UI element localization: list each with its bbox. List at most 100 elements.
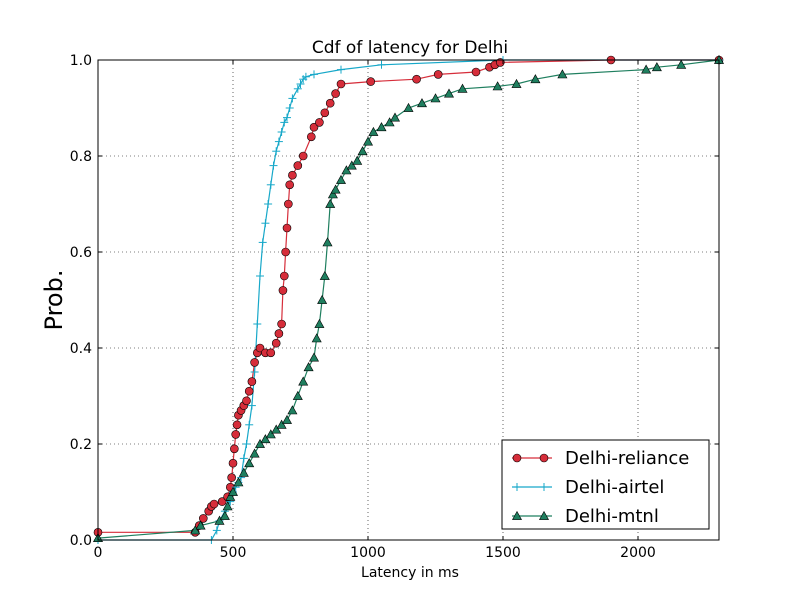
data-point-2 <box>190 525 201 535</box>
data-point-1 <box>283 113 291 122</box>
data-point-1 <box>253 320 262 328</box>
data-point-2 <box>327 189 338 199</box>
data-point-0 <box>232 420 242 430</box>
data-point-2 <box>311 333 322 343</box>
data-point-1 <box>256 272 264 280</box>
data-point-2 <box>341 165 352 175</box>
data-point-2 <box>346 160 357 170</box>
legend-label-reliance: Delhi-reliance <box>565 448 689 469</box>
legend: Delhi-reliance Delhi-airtel Delhi-mtnl <box>501 439 710 530</box>
data-point-2 <box>219 510 230 520</box>
data-point-2 <box>249 448 260 458</box>
data-point-1 <box>247 401 256 410</box>
data-point-0 <box>293 161 303 170</box>
tick-labels: 0 500 1000 1500 2000 0.0 0.2 0.4 0.6 0.8 1.0 <box>70 53 656 561</box>
data-point-1 <box>264 200 273 208</box>
data-point-2 <box>292 390 303 400</box>
legend-marker-0 <box>539 453 549 463</box>
data-point-2 <box>557 69 568 79</box>
data-point-0 <box>247 377 257 386</box>
data-point-1 <box>258 238 267 247</box>
legend-marker-1 <box>540 483 548 491</box>
data-point-2 <box>511 78 522 88</box>
data-point-0 <box>336 79 346 89</box>
data-point-2 <box>335 174 347 184</box>
data-point-1 <box>274 137 283 146</box>
data-point-2 <box>384 117 395 127</box>
y-tick-label: 0.0 <box>70 533 92 549</box>
data-point-2 <box>362 136 374 146</box>
data-point-2 <box>260 434 271 444</box>
data-point-0 <box>433 70 443 79</box>
data-point-0 <box>271 338 281 348</box>
data-point-1 <box>269 161 278 170</box>
data-point-2 <box>281 414 293 424</box>
data-point-2 <box>227 486 239 496</box>
data-point-1 <box>212 526 221 535</box>
legend-entries <box>511 453 552 520</box>
x-tick-label: 1500 <box>485 545 521 561</box>
data-point-2 <box>225 491 236 501</box>
data-point-1 <box>277 128 286 136</box>
data-point-0 <box>228 458 238 468</box>
data-point-1 <box>285 104 294 112</box>
x-tick-label: 0 <box>94 545 103 561</box>
y-tick-label: 0.2 <box>70 437 92 453</box>
legend-marker-1 <box>513 483 521 491</box>
data-point-0 <box>250 358 259 367</box>
data-point-0 <box>285 180 295 190</box>
data-point-1 <box>261 219 270 228</box>
legend-box <box>501 439 710 530</box>
data-point-0 <box>279 271 289 281</box>
data-point-0 <box>309 122 319 132</box>
data-point-2 <box>276 419 287 429</box>
data-point-0 <box>242 396 251 406</box>
data-point-2 <box>403 102 414 112</box>
data-point-2 <box>457 83 468 93</box>
data-point-0 <box>266 348 276 358</box>
data-point-0 <box>325 98 335 108</box>
data-point-1 <box>266 180 275 189</box>
data-point-0 <box>278 286 288 295</box>
data-point-0 <box>412 74 421 84</box>
data-point-2 <box>443 88 455 98</box>
x-tick-label: 1000 <box>350 545 386 561</box>
chart-title: Cdf of latency for Delhi <box>312 38 508 58</box>
data-point-1 <box>245 420 254 429</box>
data-point-0 <box>306 132 316 142</box>
data-point-0 <box>282 223 292 233</box>
data-point-1 <box>280 118 289 127</box>
legend-label-airtel: Delhi-airtel <box>565 477 664 498</box>
series-markers <box>92 54 725 544</box>
x-axis-label: Latency in ms <box>361 565 459 581</box>
data-point-2 <box>389 112 401 122</box>
legend-marker-2 <box>511 510 523 520</box>
data-point-0 <box>471 67 481 77</box>
data-point-2 <box>222 501 233 511</box>
data-point-2 <box>641 64 652 74</box>
y-tick-label: 0.6 <box>70 245 92 261</box>
axis-ticks <box>97 59 719 541</box>
data-point-0 <box>320 108 330 118</box>
data-point-2 <box>265 429 276 439</box>
data-point-2 <box>314 318 325 328</box>
data-point-0 <box>217 497 227 506</box>
legend-marker-2 <box>538 510 550 520</box>
data-point-0 <box>244 386 254 396</box>
data-point-2 <box>330 184 341 194</box>
data-point-2 <box>271 424 282 434</box>
data-point-2 <box>376 122 387 132</box>
data-point-0 <box>227 473 236 482</box>
data-point-0 <box>331 89 340 98</box>
data-point-1 <box>239 454 248 463</box>
data-point-2 <box>492 81 503 91</box>
legend-label-mtnl: Delhi-mtnl <box>565 506 659 527</box>
legend-marker-0 <box>512 453 522 463</box>
data-point-1 <box>337 65 345 74</box>
data-point-2 <box>254 438 266 448</box>
data-point-1 <box>272 147 281 156</box>
data-point-0 <box>255 343 265 353</box>
data-point-1 <box>250 368 259 376</box>
data-point-2 <box>233 477 244 487</box>
y-tick-label: 1.0 <box>70 53 92 69</box>
